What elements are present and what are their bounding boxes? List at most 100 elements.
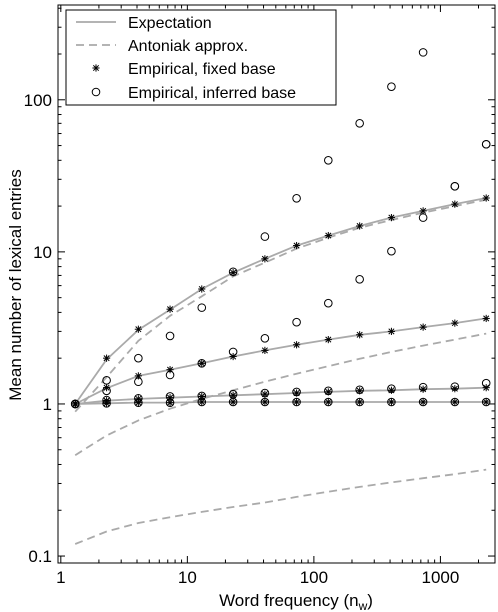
inferred-base-point [324,386,333,396]
fixed-base-point [229,352,237,361]
star-stroke [261,255,268,262]
star-stroke [420,324,427,331]
x-tick-label: 1000 [422,568,460,587]
fixed-base-point [198,285,206,293]
inferred-base-point [387,384,396,393]
inferred-base-point [165,370,175,380]
inferred-base-point [450,181,460,191]
star-stroke [135,326,142,333]
expectation-line-3 [75,401,487,405]
star-stroke [230,269,237,276]
antoniak-line-6 [74,468,487,545]
inferred-base-point [165,398,175,407]
star-stroke [356,387,363,394]
inferred-base-point [292,194,301,203]
fixed-base-point [166,305,174,313]
fixed-base-point [356,331,364,339]
inferred-base-point [134,393,143,403]
inferred-base-point [481,397,491,407]
star-stroke [230,353,237,360]
fixed-base-point [102,354,111,362]
inferred-base-point [355,275,364,284]
series-lines [74,197,487,545]
inferred-base-point [292,387,301,397]
star-stroke [167,399,174,406]
star-stroke [388,328,395,335]
star-stroke [356,222,363,230]
legend-inferred-base-label: Empirical, inferred base [128,85,296,102]
inferred-base-point [355,397,364,407]
fixed-base-point [134,399,142,407]
star-stroke [356,398,363,406]
fixed-base-point [324,398,332,406]
y-tick-label: 100 [24,91,52,110]
inferred-base-point [197,391,207,401]
inferred-base-point [355,119,364,128]
inferred-base-point [197,359,207,368]
fixed-base-point [387,327,396,335]
star-stroke [451,320,458,327]
y-tick-label: 10 [33,243,52,262]
fixed-base-point [451,398,459,406]
fixed-base-point [419,323,427,331]
fixed-base-point [71,400,79,408]
inferred-base-point [260,397,270,407]
inferred-base-point [228,397,238,407]
fixed-base-point [451,319,459,327]
inferred-base-point [197,397,207,407]
star-stroke [72,400,79,408]
star-stroke [261,347,268,354]
legend-fixed-base-swatch [92,64,100,72]
fixed-base-point [324,231,332,240]
star-stroke [167,306,174,313]
inferred-base-point [324,156,333,165]
star-stroke [198,398,205,406]
expectation-line-2 [75,386,487,405]
inferred-base-point [102,376,111,385]
fixed-base-point [292,341,301,349]
star-stroke [92,64,100,72]
inferred-base-point [292,397,301,407]
fixed-base-point [134,325,142,333]
fixed-base-point [229,269,237,277]
inferred-base-point [387,246,396,256]
series-markers [70,48,491,409]
fixed-base-point [356,222,364,230]
star-stroke [483,194,490,202]
star-stroke [420,398,427,406]
star-stroke [293,341,300,348]
inferred-base-point [102,395,111,405]
fixed-base-point [292,398,301,406]
star-stroke [325,232,332,239]
inferred-base-point [260,388,270,398]
inferred-base-point [260,232,270,241]
fixed-base-point [419,207,427,215]
inferred-base-point [387,82,396,91]
y-tick-label: 1 [43,395,52,414]
legend-expectation-label: Expectation [128,15,212,32]
inferred-base-point [324,298,333,308]
inferred-base-point [70,399,80,409]
fixed-base-point [482,194,490,202]
x-axis-title: Word frequency (nw) [219,591,373,612]
star-stroke [293,398,300,406]
star-stroke [356,331,363,338]
legend-fixed-base-label: Empirical, fixed base [128,61,276,78]
star-stroke [483,315,490,322]
star-stroke [325,398,332,406]
fixed-base-point [482,384,490,392]
star-stroke [198,285,205,293]
inferred-base-point [102,386,111,396]
fixed-base-point [261,398,269,406]
inferred-base-point [324,397,333,407]
fixed-base-point [482,314,490,323]
star-stroke [198,360,205,367]
inferred-base-point [228,267,238,277]
fixed-base-point [419,398,427,406]
fixed-base-point [324,335,332,344]
star-stroke [103,384,110,391]
fixed-base-point [387,214,396,222]
legend-box [65,9,337,106]
inferred-base-point [450,397,460,407]
